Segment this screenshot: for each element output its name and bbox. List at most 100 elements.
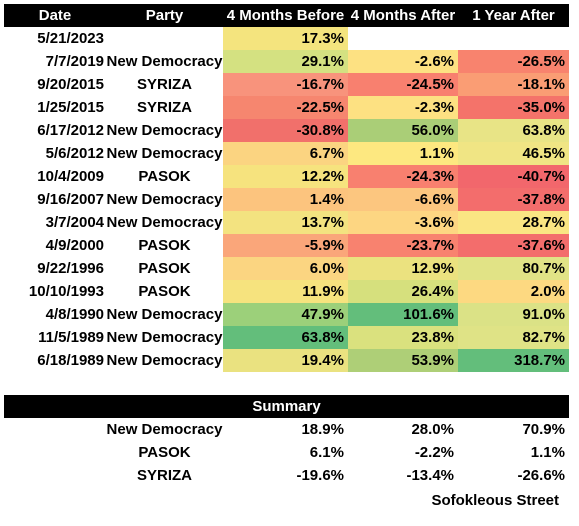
before-cell: -22.5%: [223, 96, 348, 119]
table-row: 9/22/1996 PASOK 6.0% 12.9% 80.7%: [4, 257, 569, 280]
table-row: 10/10/1993 PASOK 11.9% 26.4% 2.0%: [4, 280, 569, 303]
after-cell: 26.4%: [348, 280, 458, 303]
before-cell: 13.7%: [223, 211, 348, 234]
summary-before-cell: 18.9%: [301, 421, 344, 438]
table-row: 6/17/2012 New Democracy -30.8% 56.0% 63.8%: [4, 119, 569, 142]
after-cell: -3.6%: [348, 211, 458, 234]
date-cell: 4/9/2000: [45, 237, 104, 254]
year-cell: -37.8%: [458, 188, 569, 211]
party-cell: PASOK: [138, 260, 191, 277]
before-cell: 29.1%: [223, 50, 348, 73]
table-row: 9/20/2015 SYRIZA -16.7% -24.5% -18.1%: [4, 73, 569, 96]
summary-spacer: [4, 418, 106, 441]
party-cell: New Democracy: [106, 122, 223, 139]
party-cell: PASOK: [138, 168, 191, 185]
date-cell: 1/25/2015: [37, 99, 104, 116]
before-cell: 19.4%: [223, 349, 348, 372]
table-row: 9/16/2007 New Democracy 1.4% -6.6% -37.8%: [4, 188, 569, 211]
header-1-year-after: 1 Year After: [472, 7, 555, 24]
table-row: 4/9/2000 PASOK -5.9% -23.7% -37.6%: [4, 234, 569, 257]
party-cell: New Democracy: [106, 329, 223, 346]
before-cell: 6.7%: [223, 142, 348, 165]
header-4-months-before: 4 Months Before: [226, 7, 345, 24]
after-cell: 53.9%: [348, 349, 458, 372]
after-cell: -24.5%: [348, 73, 458, 96]
summary-row: New Democracy 18.9% 28.0% 70.9%: [4, 418, 569, 441]
summary-before-cell: -19.6%: [296, 467, 344, 484]
date-cell: 3/7/2004: [45, 214, 104, 231]
summary-party-cell: SYRIZA: [136, 467, 192, 484]
party-cell: SYRIZA: [136, 99, 192, 116]
table-row: 11/5/1989 New Democracy 63.8% 23.8% 82.7%: [4, 326, 569, 349]
party-cell: New Democracy: [106, 53, 223, 70]
year-cell: 318.7%: [458, 349, 569, 372]
before-cell: -16.7%: [223, 73, 348, 96]
year-cell: -18.1%: [458, 73, 569, 96]
summary-after-cell: -2.2%: [414, 444, 454, 461]
after-cell: -24.3%: [348, 165, 458, 188]
after-cell: -2.3%: [348, 96, 458, 119]
after-cell: 101.6%: [348, 303, 458, 326]
year-cell: [458, 27, 569, 50]
after-cell: 1.1%: [348, 142, 458, 165]
credit-text: Sofokleous Street: [431, 492, 559, 509]
before-cell: 17.3%: [223, 27, 348, 50]
header-party: Party: [145, 7, 184, 24]
table-row: 10/4/2009 PASOK 12.2% -24.3% -40.7%: [4, 165, 569, 188]
before-cell: 1.4%: [223, 188, 348, 211]
year-cell: 63.8%: [458, 119, 569, 142]
table-row: 5/21/2023 17.3%: [4, 27, 569, 50]
party-cell: New Democracy: [106, 352, 223, 369]
table-row: 6/18/1989 New Democracy 19.4% 53.9% 318.7%: [4, 349, 569, 372]
date-cell: 7/7/2019: [45, 53, 104, 70]
summary-year-cell: 70.9%: [522, 421, 565, 438]
summary-row: PASOK 6.1% -2.2% 1.1%: [4, 441, 569, 464]
summary-spacer: [4, 441, 106, 464]
summary-table: Summary New Democracy 18.9% 28.0% 70.9% PASO…: [4, 395, 569, 487]
table-row: 1/25/2015 SYRIZA -22.5% -2.3% -35.0%: [4, 96, 569, 119]
party-cell: PASOK: [138, 237, 191, 254]
after-cell: 56.0%: [348, 119, 458, 142]
year-cell: 2.0%: [458, 280, 569, 303]
header-4-months-after: 4 Months After: [350, 7, 456, 24]
summary-year-cell: -26.6%: [517, 467, 565, 484]
date-cell: 10/10/1993: [28, 283, 104, 300]
date-cell: 9/20/2015: [37, 76, 104, 93]
date-cell: 9/22/1996: [37, 260, 104, 277]
before-cell: 63.8%: [223, 326, 348, 349]
after-cell: 12.9%: [348, 257, 458, 280]
date-cell: 6/17/2012: [37, 122, 104, 139]
table-row: 3/7/2004 New Democracy 13.7% -3.6% 28.7%: [4, 211, 569, 234]
before-cell: 47.9%: [223, 303, 348, 326]
performance-table: Date Party 4 Months Before 4 Months Afte…: [4, 4, 569, 372]
summary-title: Summary: [4, 395, 569, 418]
party-cell: PASOK: [138, 283, 191, 300]
year-cell: 82.7%: [458, 326, 569, 349]
date-cell: 9/16/2007: [37, 191, 104, 208]
table-header: Date Party 4 Months Before 4 Months Afte…: [4, 4, 569, 27]
table-row: 4/8/1990 New Democracy 47.9% 101.6% 91.0%: [4, 303, 569, 326]
header-date: Date: [38, 7, 72, 24]
party-cell: New Democracy: [106, 145, 223, 162]
summary-spacer: [4, 464, 106, 487]
summary-before-cell: 6.1%: [309, 444, 344, 461]
party-cell: [106, 27, 223, 50]
date-cell: 10/4/2009: [37, 168, 104, 185]
party-cell: SYRIZA: [136, 76, 192, 93]
year-cell: 28.7%: [458, 211, 569, 234]
after-cell: 23.8%: [348, 326, 458, 349]
after-cell: -6.6%: [348, 188, 458, 211]
summary-party-cell: New Democracy: [106, 421, 223, 438]
date-cell: 11/5/1989: [38, 329, 104, 346]
before-cell: -30.8%: [223, 119, 348, 142]
after-cell: -2.6%: [348, 50, 458, 73]
party-cell: New Democracy: [106, 306, 223, 323]
year-cell: -26.5%: [458, 50, 569, 73]
year-cell: 91.0%: [458, 303, 569, 326]
year-cell: -37.6%: [458, 234, 569, 257]
after-cell: [348, 27, 458, 50]
year-cell: 80.7%: [458, 257, 569, 280]
date-cell: 5/21/2023: [37, 30, 104, 47]
party-cell: New Democracy: [106, 191, 223, 208]
year-cell: -35.0%: [458, 96, 569, 119]
